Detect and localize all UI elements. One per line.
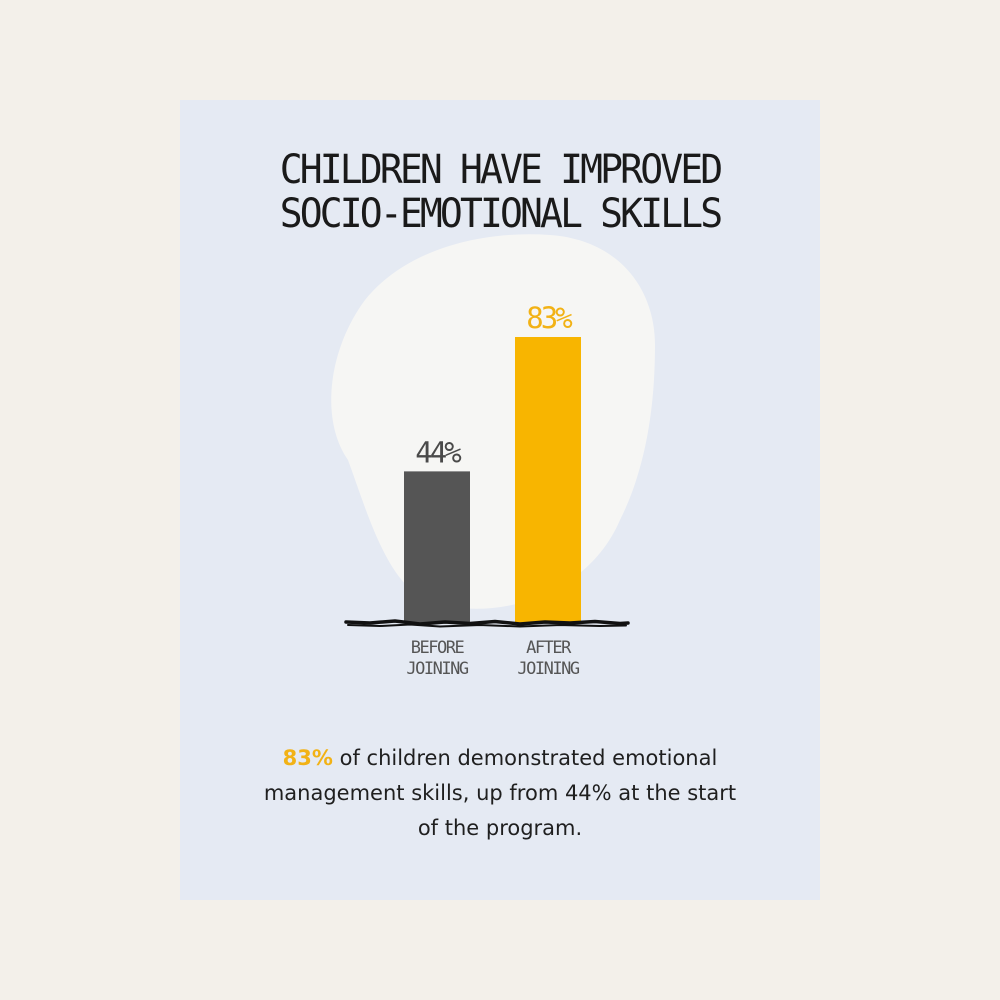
title-line-1: CHILDREN HAVE IMPROVED (279, 147, 723, 193)
bar-after-joining (515, 337, 581, 623)
chart-title: CHILDREN HAVE IMPROVED SOCIO-EMOTIONAL S… (196, 148, 804, 236)
category-label-before-line-2: JOINING (406, 659, 468, 679)
caption-rest: of children demonstrated emotional manag… (263, 746, 737, 840)
caption-highlight: 83% (282, 746, 333, 770)
baseline (344, 619, 630, 626)
bar-before-joining (404, 471, 470, 623)
caption-text: 83% of children demonstrated emotional m… (260, 741, 740, 846)
background-blob (331, 234, 655, 609)
category-label-after-line-2: JOINING (517, 659, 579, 679)
infographic-card: CHILDREN HAVE IMPROVED SOCIO-EMOTIONAL S… (180, 100, 820, 900)
value-label-after: 83% (526, 301, 572, 335)
category-label-after-line-1: AFTER (526, 638, 572, 658)
baseline-stroke-2 (347, 623, 627, 628)
category-label-before-line-1: BEFORE (411, 638, 465, 658)
value-label-before: 44% (415, 435, 461, 469)
title-line-2: SOCIO-EMOTIONAL SKILLS (279, 191, 723, 237)
bars-layer (404, 337, 581, 623)
